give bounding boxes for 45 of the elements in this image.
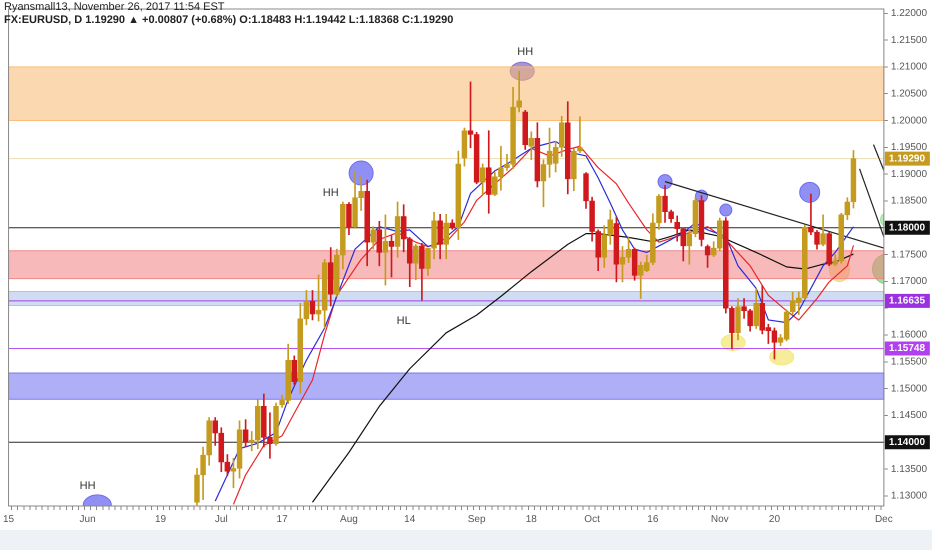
- x-tick-label: Jul: [214, 514, 228, 525]
- x-tick-label: Dec: [874, 514, 893, 525]
- y-tick-label: 1.13500: [890, 464, 928, 475]
- text: FX:EURUSD, D 1.19290 ▲ +0.00807 (+0.68%) O:1.18483 H:1.19442 L:1.18368 C:1.19290: [4, 14, 454, 27]
- x-tick-label: 16: [647, 514, 659, 525]
- y-tick-label: 1.14500: [890, 410, 928, 422]
- y-tick-label: 1.16000: [890, 330, 928, 341]
- x-tick-label: Nov: [710, 514, 729, 525]
- y-tick-label: 1.15500: [890, 356, 928, 368]
- candlestick: [577, 116, 583, 154]
- x-tick-label: 14: [404, 514, 416, 525]
- x-tick-label: 20: [768, 514, 780, 525]
- x-tick-label: 17: [276, 514, 288, 525]
- y-tick-label: 1.18500: [890, 196, 928, 207]
- y-tick-label: 1.20500: [890, 88, 928, 100]
- x-tick-label: Jun: [80, 514, 96, 525]
- candlestick: [382, 214, 388, 286]
- candlestick: [468, 82, 474, 148]
- annotation: HH: [80, 480, 96, 492]
- ref-line-label: 1.14000: [888, 436, 926, 448]
- y-tick-label: 1.17500: [890, 249, 928, 260]
- x-tick-label: 15: [3, 514, 15, 525]
- ref-line-label: 1.19290: [888, 153, 926, 164]
- annotation: HH: [322, 186, 339, 199]
- y-tick-label: 1.19500: [890, 142, 928, 154]
- y-tick-label: 1.13000: [890, 490, 928, 502]
- annotation: HL: [396, 315, 411, 328]
- y-tick-label: 1.19000: [890, 168, 928, 180]
- x-tick-label: Aug: [340, 514, 358, 525]
- y-tick-label: 1.21000: [890, 62, 928, 73]
- annotation: HH: [517, 46, 534, 58]
- chart-subtitle: Ryansmall13, November 26, 2017 11:54 EST: [4, 1, 226, 14]
- x-tick-label: 19: [154, 514, 167, 525]
- y-tick-label: 1.20000: [890, 115, 928, 126]
- ref-line-label: 1.15748: [888, 343, 926, 354]
- y-tick-label: 1.17000: [890, 276, 928, 288]
- x-tick-label: Sep: [468, 514, 486, 525]
- ref-line-label: 1.18000: [888, 222, 926, 234]
- x-tick-label: Oct: [584, 514, 600, 525]
- y-tick-label: 1.22000: [890, 8, 928, 20]
- x-tick-label: 18: [526, 514, 538, 525]
- y-tick-label: 1.15000: [890, 383, 928, 394]
- y-tick-label: 1.21500: [890, 34, 928, 46]
- candlestick: [230, 458, 236, 488]
- ref-line-label: 1.16635: [888, 296, 926, 307]
